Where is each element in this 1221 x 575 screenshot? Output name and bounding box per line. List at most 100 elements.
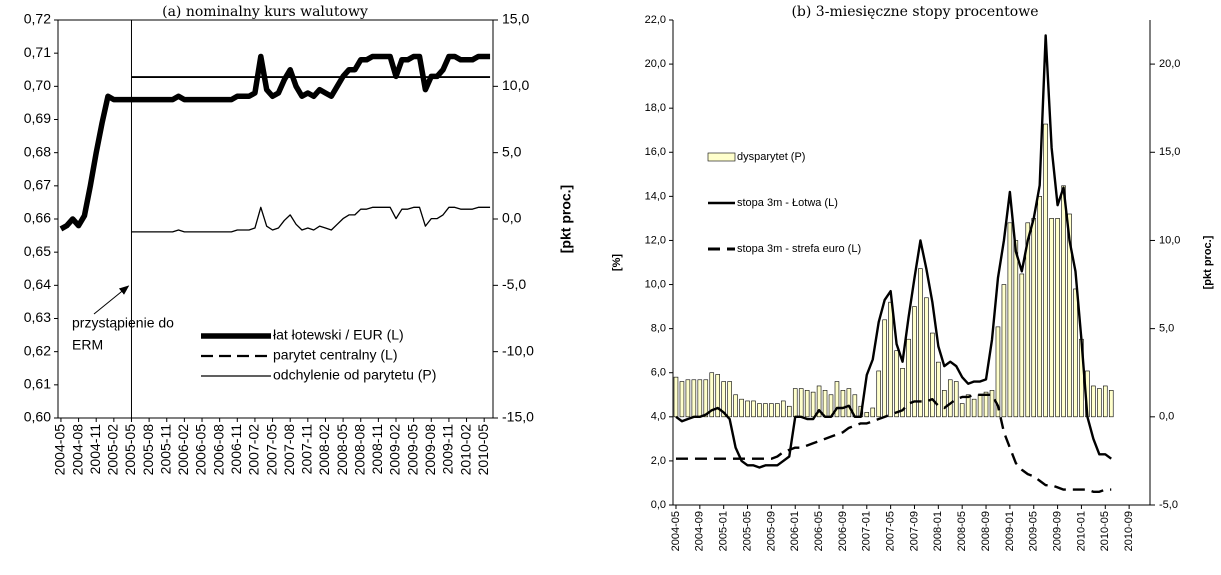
x-tick-label: 2006-05 [813, 511, 825, 551]
y-tick-label: 8,0 [651, 323, 666, 335]
y-tick-label: 0,0 [651, 499, 666, 511]
bar [781, 400, 786, 418]
bar [882, 319, 887, 418]
bar [1007, 222, 1013, 418]
x-tick-label: 2009-01 [1004, 511, 1016, 551]
legend-label: odchylenie od parytetu (P) [273, 367, 436, 383]
bar [1061, 185, 1066, 418]
chart-title: (a) nominalny kurs walutowy [162, 4, 368, 20]
bar [715, 374, 720, 418]
bar [983, 391, 989, 418]
bar [870, 407, 876, 418]
bar [1019, 273, 1025, 418]
x-tick-label: 2007-08 [281, 424, 297, 476]
x-tick-label: 2004-08 [69, 424, 85, 476]
legend-swatch [707, 152, 736, 162]
bar [1091, 385, 1096, 418]
bar [888, 301, 893, 418]
legend-label: stopa 3m - strefa euro (L) [737, 243, 861, 255]
y2-tick-label: 10,0 [502, 77, 529, 93]
bar [1055, 218, 1060, 418]
y-tick-label: 0,60 [24, 409, 51, 425]
y-tick-label: 0,72 [24, 11, 51, 27]
bar [953, 381, 959, 418]
x-tick-label: 2006-11 [228, 424, 244, 475]
bar [840, 390, 846, 418]
bar [798, 388, 804, 418]
bar [906, 338, 911, 418]
y-tick-label: 16,0 [645, 146, 666, 158]
x-tick-label: 2006-09 [837, 511, 849, 551]
annotation: przystąpienie do [72, 315, 174, 331]
y2-tick-label: -10,0 [502, 342, 534, 358]
x-tick-label: 2007-01 [861, 511, 873, 551]
y2-tick-label: 5,0 [1159, 323, 1174, 335]
bar [1097, 388, 1102, 418]
y-tick-label: 20,0 [645, 58, 666, 70]
bar [1031, 218, 1036, 418]
bar [739, 398, 744, 418]
bar [959, 403, 965, 418]
bar [763, 403, 768, 418]
y2-axis-label: [pkt proc.] [558, 185, 574, 253]
bar [727, 381, 732, 418]
bar [918, 268, 923, 418]
y-tick-label: 0,66 [24, 210, 51, 226]
y-tick-label: 14,0 [645, 190, 666, 202]
y2-tick-label: 20,0 [1159, 58, 1180, 70]
x-tick-label: 2009-08 [422, 424, 438, 476]
x-tick-label: 2005-11 [157, 424, 173, 475]
x-tick-label: 2010-05 [1099, 511, 1111, 551]
bar [679, 381, 685, 418]
bar [775, 403, 780, 418]
x-tick-label: 2008-05 [334, 424, 350, 476]
y2-tick-label: 10,0 [1159, 234, 1180, 246]
y2-tick-label: 15,0 [502, 11, 529, 27]
bar [673, 376, 679, 418]
bar [930, 332, 935, 418]
bar [1108, 390, 1114, 418]
y2-tick-label: 5,0 [502, 143, 522, 159]
x-tick-label: 2010-01 [1075, 511, 1087, 551]
y-tick-label: 22,0 [645, 14, 666, 26]
series-line [675, 393, 1112, 493]
bar [757, 403, 762, 418]
series-line [131, 206, 491, 233]
bar [1043, 123, 1048, 418]
bar [1073, 288, 1078, 418]
y2-tick-label: 15,0 [1159, 146, 1180, 158]
bar [900, 368, 905, 418]
bar [709, 372, 715, 418]
annotation-arrow [93, 285, 130, 315]
bar [894, 350, 899, 418]
y-tick-label: 4,0 [651, 411, 666, 423]
x-tick-label: 2009-11 [440, 424, 456, 475]
chart-title: (b) 3-miesięczne stopy procentowe [791, 4, 1038, 20]
x-tick-label: 2008-08 [351, 424, 367, 476]
bar [703, 379, 709, 418]
x-tick-label: 2007-02 [246, 424, 262, 476]
x-tick-label: 2005-08 [140, 424, 156, 476]
bar [804, 390, 810, 418]
y-tick-label: 18,0 [645, 102, 666, 114]
y-tick-label: 0,71 [24, 44, 51, 60]
x-tick-label: 2010-05 [475, 424, 491, 476]
legend-label: łat łotewski / EUR (L) [273, 327, 404, 343]
x-tick-label: 2008-09 [980, 511, 992, 551]
bar [733, 394, 738, 418]
x-tick-label: 2007-05 [885, 511, 897, 551]
bar [876, 370, 881, 418]
y-tick-label: 0,67 [24, 177, 51, 193]
x-tick-label: 2004-09 [694, 511, 706, 551]
x-tick-label: 2009-05 [1028, 511, 1040, 551]
bar [989, 390, 995, 418]
bar [769, 403, 774, 418]
y-tick-label: 10,0 [645, 278, 666, 290]
bar [685, 379, 691, 418]
bar [751, 400, 756, 418]
y2-tick-label: -5,0 [1159, 499, 1178, 511]
y-tick-label: 0,63 [24, 309, 51, 325]
bar [691, 379, 697, 418]
y2-tick-label: -5,0 [502, 276, 526, 292]
x-tick-label: 2007-05 [263, 424, 279, 476]
